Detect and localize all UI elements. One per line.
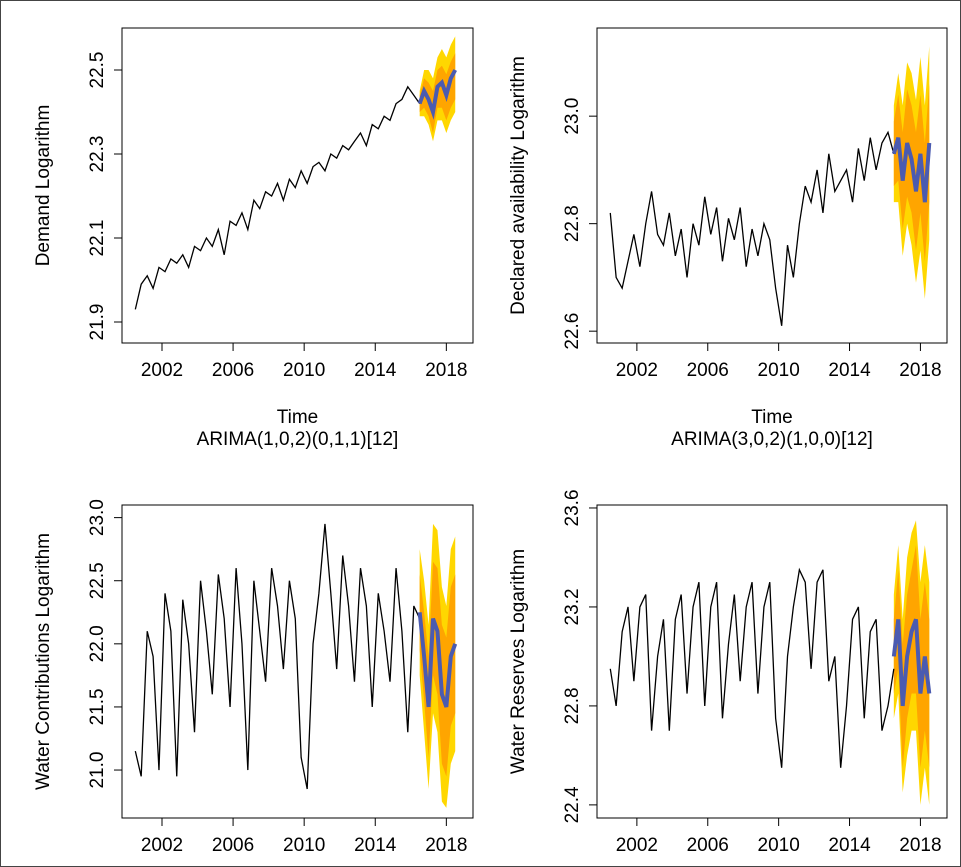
y-tick-label: 22.4 [562, 786, 583, 823]
forecast-band [893, 545, 930, 768]
y-tick-label: 22.8 [562, 687, 583, 724]
x-tick-label: 2002 [616, 835, 658, 856]
x-tick-label: 2002 [141, 360, 183, 381]
x-tick-label: 2010 [758, 360, 800, 381]
y-axis-label: Demand Logarithm [33, 105, 54, 267]
y-tick-label: 22.8 [562, 205, 583, 242]
y-tick-label: 22.0 [87, 625, 108, 662]
forecast-band [419, 561, 456, 777]
y-tick-label: 22.5 [87, 52, 108, 89]
forecast-line [891, 618, 932, 707]
x-axis-label: Time [277, 407, 319, 428]
panel-title: ARIMA(1,0,2)(0,1,1)[12] [197, 429, 399, 450]
x-axis-label: Time [751, 407, 793, 428]
x-tick-label: 2014 [828, 360, 871, 381]
y-tick-label: 21.0 [87, 752, 108, 789]
y-axis-label: Water Contributions Logarithm [33, 533, 54, 790]
x-tick-label: 2018 [899, 835, 941, 856]
y-tick-label: 23.0 [87, 499, 108, 536]
x-tick-label: 2006 [212, 835, 254, 856]
y-tick-label: 22.1 [87, 220, 108, 257]
x-tick-label: 2010 [283, 360, 325, 381]
plot-frame [596, 27, 948, 344]
panel-title: ARIMA(3,0,2)(1,0,0)[12] [671, 429, 873, 450]
plot-frame [121, 504, 474, 819]
x-tick-label: 2006 [212, 360, 254, 381]
y-axis-label: Declared availability Logarithm [508, 56, 529, 315]
x-tick-label: 2018 [899, 360, 941, 381]
y-tick-label: 22.3 [87, 136, 108, 173]
y-tick-label: 23.6 [562, 489, 583, 526]
plot-frame [121, 27, 474, 344]
x-tick-label: 2006 [687, 835, 729, 856]
x-tick-label: 2014 [828, 835, 871, 856]
forecast-line [417, 612, 458, 708]
x-tick-label: 2002 [616, 360, 658, 381]
x-tick-label: 2010 [283, 835, 325, 856]
series-line [134, 523, 421, 790]
y-axis-label: Water Reserves Logarithm [508, 549, 529, 774]
series-line [134, 85, 421, 310]
x-tick-label: 2006 [687, 360, 729, 381]
series-line [609, 567, 895, 768]
x-tick-label: 2018 [425, 360, 467, 381]
y-tick-label: 23.0 [562, 98, 583, 135]
x-tick-label: 2014 [354, 360, 397, 381]
x-tick-label: 2002 [141, 835, 183, 856]
series-line [609, 130, 895, 326]
y-tick-label: 22.6 [562, 313, 583, 350]
x-tick-label: 2010 [758, 835, 800, 856]
y-tick-label: 21.5 [87, 688, 108, 725]
y-tick-label: 23.2 [562, 588, 583, 625]
x-tick-label: 2014 [354, 835, 397, 856]
forecast-line [891, 137, 932, 203]
y-tick-label: 21.9 [87, 304, 108, 341]
y-tick-label: 22.5 [87, 562, 108, 599]
forecast-line [417, 69, 457, 120]
plot-frame [596, 504, 948, 819]
x-tick-label: 2018 [425, 835, 467, 856]
